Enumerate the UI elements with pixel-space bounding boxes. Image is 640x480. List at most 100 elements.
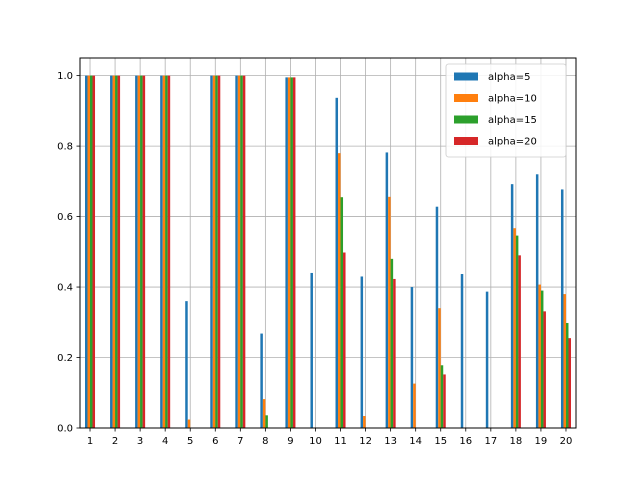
y-tick-label: 0.4 — [57, 283, 73, 294]
y-tick-label: 0.8 — [57, 142, 73, 153]
bar — [360, 276, 364, 428]
bar — [485, 291, 489, 428]
axis-ticks: 1 2 3 4 5 6 7 8 9 10 11 12 13 14 15 16 17 18 19 200.00.20.4… — [57, 71, 572, 447]
bar — [393, 278, 396, 428]
bar — [142, 75, 146, 428]
bar — [287, 77, 291, 428]
x-tick-label: 10 — [309, 436, 322, 447]
x-tick-label: 20 — [560, 436, 573, 447]
bar — [242, 75, 246, 428]
bar — [215, 75, 218, 428]
bar — [185, 301, 188, 428]
bar — [518, 255, 521, 428]
bar — [85, 75, 88, 428]
bar — [167, 75, 171, 428]
bar — [235, 75, 238, 428]
bar — [563, 294, 566, 428]
legend-label: alpha=20 — [488, 137, 537, 148]
bar — [217, 75, 221, 428]
bar — [343, 252, 346, 428]
bar — [543, 311, 546, 428]
bar — [388, 196, 391, 428]
legend-swatch — [454, 115, 478, 124]
y-tick-label: 0.2 — [57, 353, 73, 364]
x-tick-label: 6 — [212, 436, 218, 447]
legend-swatch — [454, 72, 478, 81]
bar — [435, 206, 439, 428]
bar — [162, 75, 166, 428]
bar — [515, 235, 519, 428]
bar — [460, 274, 464, 428]
bar — [210, 75, 213, 428]
plot-frame — [79, 57, 577, 429]
legend-label: alpha=10 — [488, 94, 537, 105]
bar — [262, 399, 266, 428]
bar — [265, 415, 268, 428]
bar — [390, 258, 394, 428]
bar — [237, 75, 241, 428]
x-tick-label: 16 — [459, 436, 472, 447]
x-tick-label: 11 — [334, 436, 347, 447]
x-tick-label: 7 — [237, 436, 243, 447]
x-tick-label: 3 — [137, 436, 143, 447]
bar — [187, 419, 191, 428]
bar — [568, 338, 571, 428]
legend-swatch — [454, 94, 478, 102]
bar — [363, 416, 366, 428]
x-tick-label: 1 — [87, 436, 93, 447]
legend-label: alpha=15 — [488, 115, 537, 126]
bar — [87, 75, 91, 428]
bar — [560, 189, 564, 428]
bar — [115, 75, 118, 428]
bar — [137, 75, 141, 428]
x-tick-label: 12 — [359, 436, 372, 447]
bar — [443, 374, 446, 428]
bar — [410, 287, 414, 428]
x-tick-label: 13 — [384, 436, 397, 447]
bar — [117, 75, 121, 428]
y-tick-label: 1.0 — [57, 71, 73, 82]
x-tick-label: 17 — [484, 436, 497, 447]
x-tick-label: 18 — [510, 436, 523, 447]
x-tick-label: 19 — [535, 436, 548, 447]
x-tick-label: 4 — [162, 436, 168, 447]
x-tick-label: 15 — [434, 436, 447, 447]
legend: alpha=5 alpha=10 alpha=15 alpha=20 — [445, 63, 567, 158]
x-tick-label: 14 — [409, 436, 422, 447]
bar — [338, 153, 341, 428]
bars — [85, 75, 571, 429]
bar — [385, 152, 389, 428]
legend-label: alpha=5 — [488, 72, 530, 83]
bar — [340, 197, 344, 428]
bar — [112, 75, 116, 428]
x-tick-label: 2 — [112, 436, 118, 447]
y-tick-label: 0.0 — [57, 424, 73, 435]
bar — [90, 75, 93, 428]
bar — [565, 322, 569, 428]
bar — [240, 75, 243, 428]
bar — [160, 75, 163, 428]
bar — [285, 77, 288, 428]
bar — [212, 75, 216, 428]
x-tick-label: 5 — [187, 436, 193, 447]
bar — [135, 75, 138, 428]
x-tick-label: 8 — [262, 436, 268, 447]
bar — [110, 75, 113, 428]
legend-swatch — [454, 137, 478, 145]
legend-box — [445, 63, 567, 158]
bar — [260, 333, 263, 428]
bar — [510, 184, 514, 428]
bar — [92, 75, 96, 428]
x-tick-label: 9 — [287, 436, 293, 447]
y-tick-label: 0.6 — [57, 212, 73, 223]
bar — [538, 284, 541, 428]
bar — [513, 228, 516, 428]
bar — [438, 308, 441, 428]
bar — [413, 383, 416, 428]
bar — [165, 75, 168, 428]
bar — [335, 97, 339, 429]
bar — [535, 174, 539, 428]
bar — [310, 272, 313, 428]
bar — [292, 77, 296, 428]
